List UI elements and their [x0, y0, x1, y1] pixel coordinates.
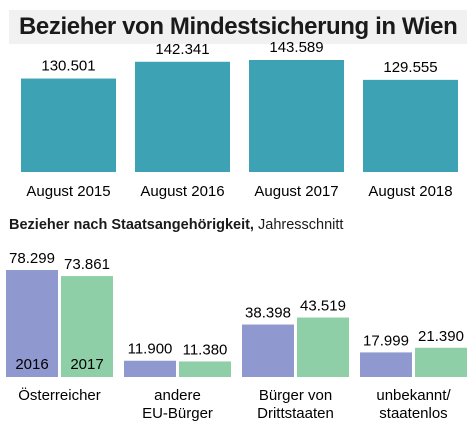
category-label: staatenlos: [379, 405, 447, 422]
data-label: 129.555: [383, 59, 437, 76]
subtitle-normal: Jahresschnitt: [258, 217, 344, 233]
bar: [415, 347, 467, 377]
category-label: August 2018: [368, 183, 452, 200]
data-label: 17.999: [363, 332, 409, 349]
bar: [6, 270, 58, 377]
category-label: August 2015: [26, 183, 110, 200]
subtitle-bold: Bezieher nach Staatsangehörigkeit,: [9, 217, 254, 233]
series-label: 2016: [15, 356, 48, 373]
category-label: unbekannt/: [376, 387, 451, 404]
data-label: 38.398: [245, 305, 291, 322]
data-label: 142.341: [155, 41, 209, 58]
category-label: Österreicher: [18, 386, 101, 404]
bar: [297, 317, 349, 377]
category-label: EU-Bürger: [142, 405, 213, 422]
bar: [21, 78, 116, 172]
bar: [249, 60, 344, 172]
second-chart-subtitle: Bezieher nach Staatsangehörigkeit, Jahre…: [9, 217, 343, 233]
series-label: 2017: [70, 356, 103, 373]
data-label: 21.390: [418, 328, 464, 345]
data-label: 11.380: [183, 341, 228, 358]
data-label: 73.861: [64, 256, 110, 273]
bar: [124, 360, 176, 377]
data-label: 11.900: [128, 341, 173, 358]
bar: [242, 324, 294, 377]
data-label: 143.589: [269, 39, 323, 56]
data-label: 43.519: [300, 298, 346, 315]
bar: [363, 79, 458, 172]
data-label: 130.501: [41, 58, 95, 75]
category-label: andere: [154, 387, 201, 404]
category-label: August 2016: [140, 183, 224, 200]
bar: [61, 276, 113, 377]
bar: [360, 352, 412, 377]
category-label: August 2017: [254, 183, 338, 200]
chart-title: Bezieher von Mindestsicherung in Wien: [9, 10, 468, 44]
bar: [179, 361, 231, 377]
bar: [135, 61, 230, 172]
category-label: Drittstaaten: [257, 405, 334, 422]
category-label: Bürger von: [259, 387, 332, 404]
data-label: 78.299: [9, 250, 55, 267]
